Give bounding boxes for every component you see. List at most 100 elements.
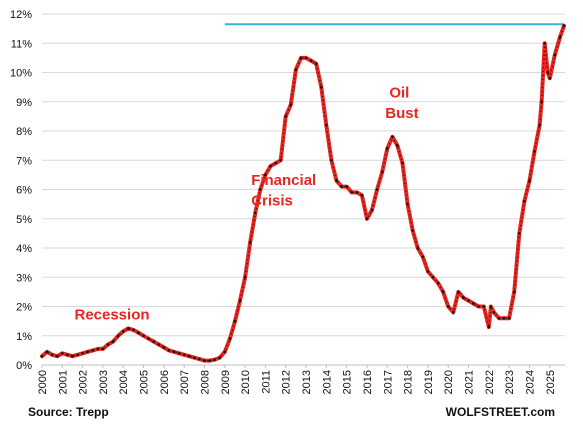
y-tick-label: 8% [16, 126, 32, 138]
data-point [421, 255, 425, 259]
data-point [314, 62, 318, 66]
data-point [243, 275, 247, 279]
data-point [259, 188, 262, 191]
data-point [157, 343, 161, 346]
data-point [127, 327, 130, 330]
data-point [518, 232, 521, 235]
data-point [533, 150, 536, 153]
data-point [81, 352, 84, 355]
source-label: Source: Trepp [28, 405, 109, 419]
x-tick-label: 2004 [118, 370, 130, 394]
data-point [71, 354, 74, 358]
data-point [385, 147, 389, 150]
data-point [380, 170, 384, 174]
x-tick-label: 2018 [403, 370, 415, 394]
data-point [330, 158, 333, 162]
x-tick-label: 2025 [545, 370, 557, 394]
data-point [198, 357, 201, 361]
data-point [203, 359, 206, 362]
annotation-label: Recession [74, 307, 149, 324]
data-point [248, 240, 252, 244]
annotations-group: Recession Financial Crisis Oil Bust [74, 84, 418, 323]
data-point [436, 281, 440, 285]
data-point [431, 275, 435, 279]
data-point [106, 343, 110, 346]
data-point [193, 356, 196, 359]
x-tick-label: 2003 [98, 370, 110, 394]
x-tick-label: 2015 [342, 370, 354, 394]
data-point [182, 353, 186, 357]
series-group [40, 23, 566, 363]
data-point [177, 352, 181, 355]
x-tick-label: 2006 [159, 370, 171, 394]
x-tick-label: 2024 [524, 370, 536, 394]
y-tick-label: 4% [16, 243, 32, 255]
annotation-label: Bust [385, 105, 418, 122]
data-point [391, 135, 394, 139]
data-point [218, 356, 222, 359]
y-tick-label: 2% [16, 302, 32, 314]
x-tick-label: 2017 [382, 370, 394, 394]
annotation-label: Oil [389, 84, 409, 101]
data-point [172, 350, 176, 354]
data-point [284, 115, 288, 118]
data-point [187, 354, 191, 358]
y-tick-label: 10% [10, 68, 32, 80]
data-point [96, 347, 100, 351]
data-point [360, 194, 364, 197]
data-point [325, 123, 328, 127]
data-point [365, 217, 369, 221]
data-point [411, 229, 414, 232]
data-point [335, 179, 338, 183]
x-tick-label: 2002 [78, 370, 90, 394]
y-tick-label: 9% [16, 97, 32, 109]
data-point [457, 290, 460, 294]
data-point [489, 305, 493, 308]
data-point [162, 346, 166, 349]
data-point [472, 302, 475, 305]
x-axis-tick-labels: 2000 2001 2002 2003 2004 2005 2006 2007 2008 2009… [37, 370, 557, 394]
data-point [512, 290, 516, 294]
data-point [462, 296, 465, 300]
data-point [264, 173, 267, 177]
data-point [152, 340, 156, 343]
data-point [132, 328, 135, 332]
x-tick-label: 2009 [220, 370, 232, 394]
data-point [289, 103, 293, 106]
data-point [208, 359, 211, 362]
data-point [406, 202, 409, 206]
data-point [416, 246, 420, 250]
brand-label: WOLFSTREET.com [446, 405, 555, 419]
data-point [451, 311, 455, 314]
x-tick-label: 2013 [301, 370, 313, 394]
data-point [304, 56, 308, 60]
data-point [441, 290, 445, 294]
data-point [76, 353, 79, 357]
data-point [497, 316, 501, 320]
data-point [223, 350, 227, 354]
data-point [345, 185, 348, 188]
data-point [355, 191, 359, 194]
y-tick-label: 0% [16, 360, 32, 372]
data-point [101, 347, 105, 351]
x-tick-label: 2008 [199, 370, 211, 394]
y-tick-label: 3% [16, 272, 32, 284]
data-point [548, 77, 552, 80]
data-point [553, 53, 557, 57]
series-marker-trace [41, 25, 565, 362]
data-point [111, 340, 115, 343]
x-tick-label: 2023 [504, 370, 516, 394]
data-point [492, 311, 496, 314]
data-point [538, 123, 541, 127]
data-point [279, 158, 282, 162]
data-point [40, 354, 44, 358]
x-tick-label: 2022 [484, 370, 496, 394]
data-point [213, 358, 216, 362]
data-point [299, 56, 303, 60]
data-point [546, 71, 550, 74]
data-point [86, 350, 89, 354]
x-tick-label: 2010 [240, 370, 252, 394]
data-point [340, 185, 343, 188]
data-point [375, 188, 379, 191]
